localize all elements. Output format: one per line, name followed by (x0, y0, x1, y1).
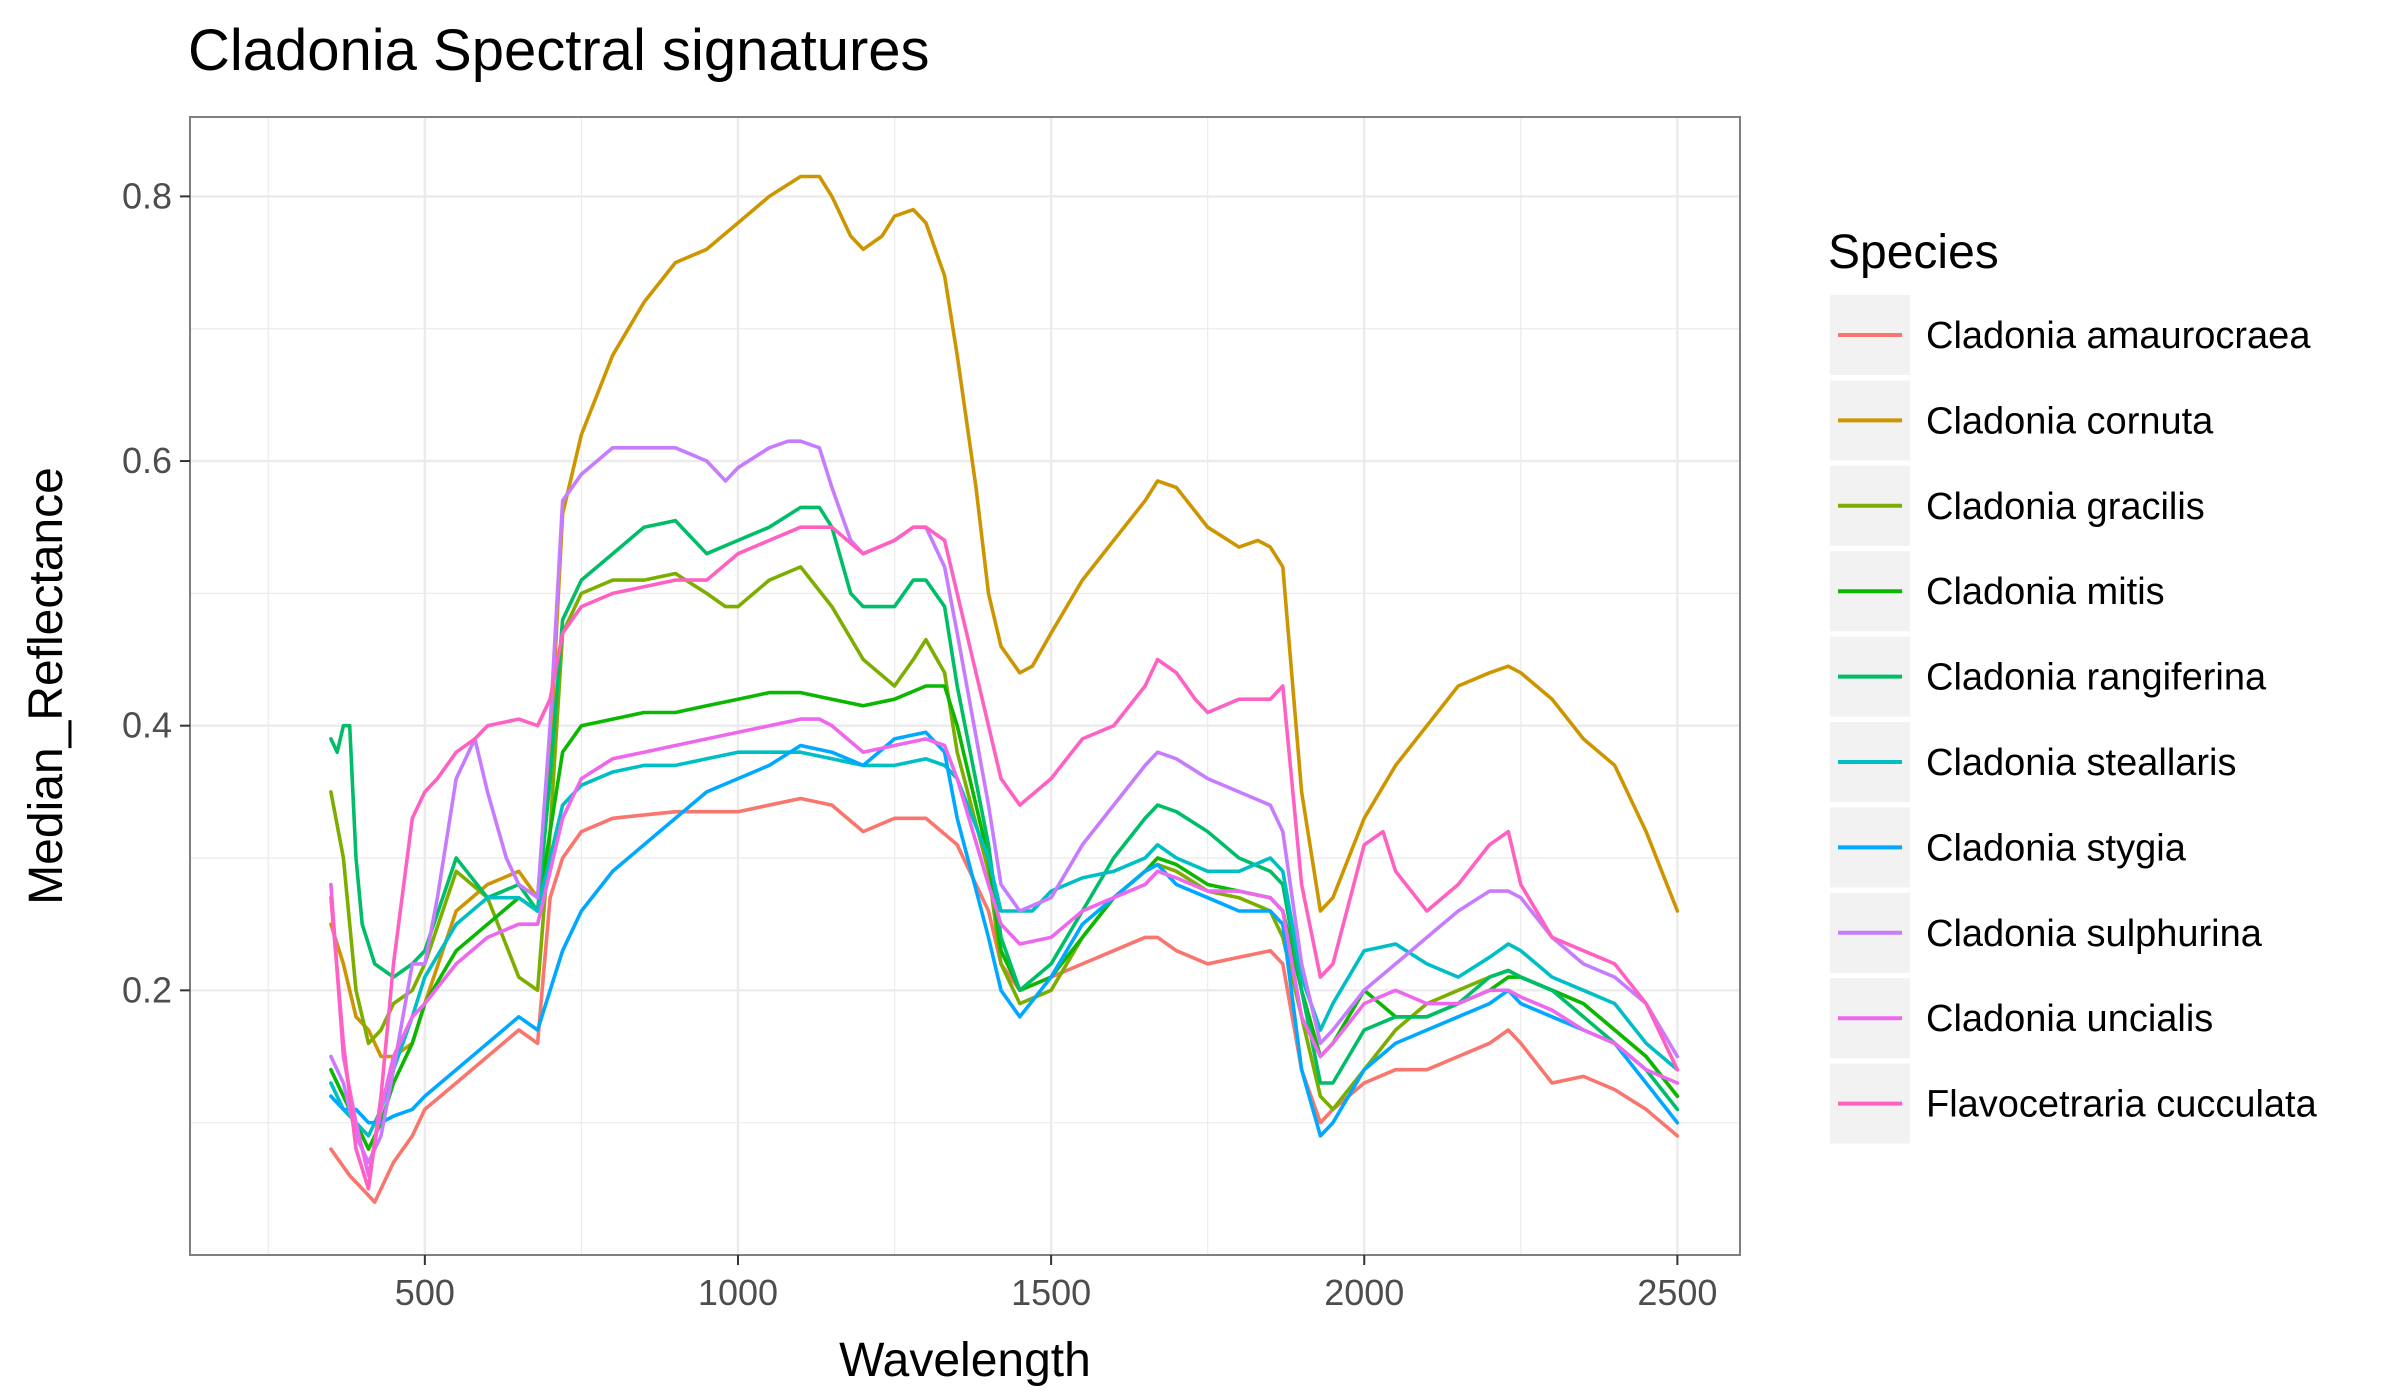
series-lines (329, 174, 1680, 1204)
x-axis-ticks: 500 1000 1500 2000 2500 (395, 1255, 1717, 1313)
x-tick-label: 1000 (698, 1272, 778, 1313)
series-line (329, 505, 1680, 1112)
series-line (329, 730, 1680, 1138)
legend-label: Cladonia rangiferina (1926, 657, 2267, 699)
legend-items: Cladonia amaurocraea Cladonia cornuta Clad… (1830, 295, 2318, 1144)
series-line (329, 525, 1680, 1191)
chart-title: Cladonia Spectral signatures (188, 18, 930, 83)
plot-panel (189, 116, 1741, 1256)
series-line (329, 717, 1680, 1178)
legend-label: Cladonia amaurocraea (1926, 315, 2311, 357)
legend-title: Species (1828, 226, 1999, 279)
x-tick-label: 1500 (1011, 1272, 1091, 1313)
x-tick-label: 2000 (1324, 1272, 1404, 1313)
legend-label: Cladonia stygia (1926, 827, 2187, 869)
series-line (329, 750, 1680, 1138)
legend-label: Cladonia cornuta (1926, 400, 2214, 442)
legend-label: Flavocetraria cucculata (1926, 1084, 2318, 1126)
y-tick-label: 0.6 (122, 440, 172, 481)
plot-border (189, 116, 1741, 1256)
y-tick-label: 0.2 (122, 969, 172, 1010)
legend-label: Cladonia steallaris (1926, 742, 2237, 784)
legend-label: Cladonia mitis (1926, 571, 2165, 613)
x-tick-label: 500 (395, 1272, 455, 1313)
series-line (329, 174, 1680, 1059)
x-axis-title: Wavelength (839, 1334, 1091, 1387)
y-axis-title: Median_Reflectance (20, 467, 73, 905)
legend-label: Cladonia uncialis (1926, 998, 2213, 1040)
y-tick-label: 0.4 (122, 705, 172, 746)
legend-label: Cladonia gracilis (1926, 486, 2205, 528)
x-tick-label: 2500 (1637, 1272, 1717, 1313)
legend-label: Cladonia sulphurina (1926, 913, 2263, 955)
y-axis-ticks: 0.2 0.4 0.6 0.8 (122, 175, 190, 1010)
y-tick-label: 0.8 (122, 175, 172, 216)
legend: Species Cladonia amaurocraea Cladonia cor… (1828, 226, 2318, 1144)
